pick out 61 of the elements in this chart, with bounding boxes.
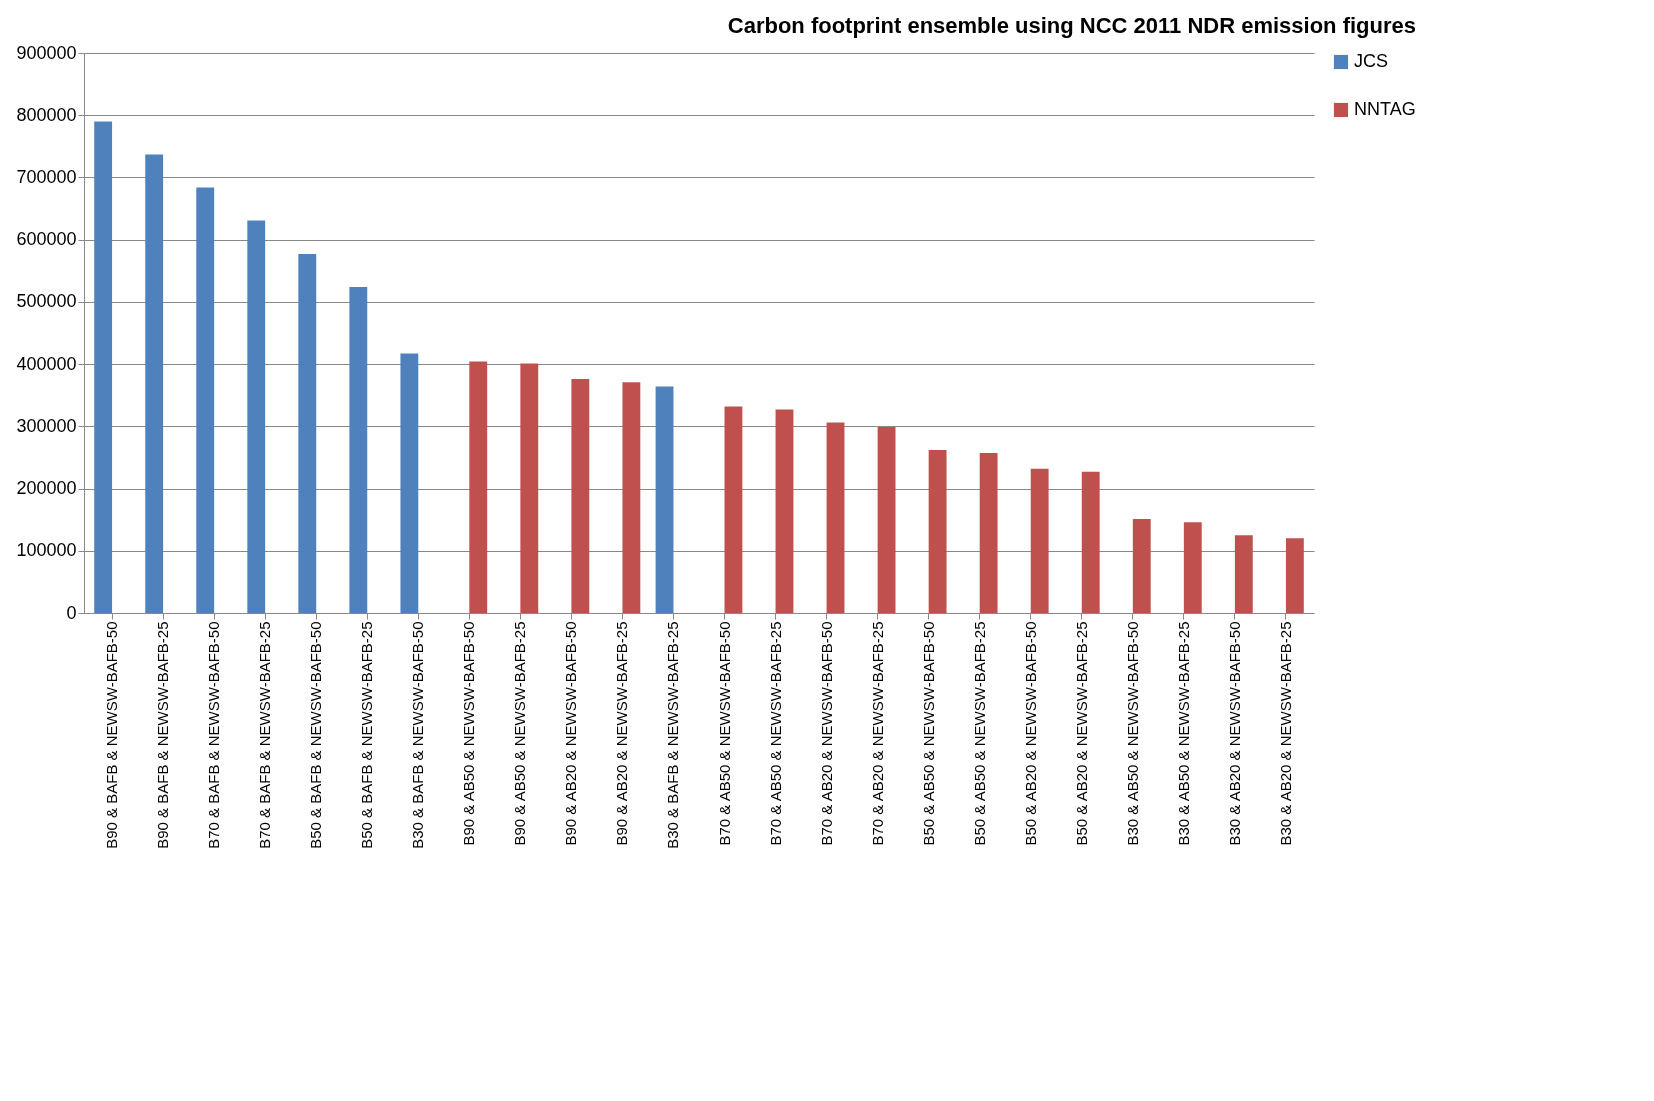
x-tick-label: B90 & AB20 & NEWSW-BAFB-50 bbox=[562, 621, 580, 846]
bar bbox=[1030, 468, 1049, 613]
bar bbox=[520, 363, 539, 613]
y-tick-label: 500000 bbox=[16, 291, 77, 312]
bar bbox=[298, 253, 317, 613]
x-tick-label: B50 & AB20 & NEWSW-BAFB-25 bbox=[1072, 621, 1090, 846]
bar bbox=[469, 361, 488, 613]
y-tick-label: 900000 bbox=[16, 42, 77, 63]
y-tick-label: 0 bbox=[66, 602, 77, 623]
x-tick-label: B90 & AB20 & NEWSW-BAFB-25 bbox=[613, 621, 631, 846]
bar bbox=[1132, 519, 1151, 613]
bar bbox=[724, 406, 743, 613]
bar bbox=[826, 422, 845, 613]
x-tick-label: B50 & BAFB & NEWSW-BAFB-50 bbox=[307, 621, 325, 849]
x-tick-label: B30 & BAFB & NEWSW-BAFB-25 bbox=[664, 621, 682, 849]
x-tick-label: B70 & BAFB & NEWSW-BAFB-25 bbox=[256, 621, 274, 849]
y-tick-label: 800000 bbox=[16, 104, 77, 125]
x-tick-label: B50 & AB20 & NEWSW-BAFB-50 bbox=[1021, 621, 1039, 846]
chart-title: Carbon footprint ensemble using NCC 2011 NDR emission figures bbox=[727, 13, 1416, 38]
bar bbox=[145, 154, 164, 613]
x-tick-label: B30 & AB20 & NEWSW-BAFB-50 bbox=[1225, 621, 1243, 846]
x-tick-label: B70 & AB20 & NEWSW-BAFB-25 bbox=[868, 621, 886, 846]
bar bbox=[655, 386, 674, 613]
x-tick-label: B50 & BAFB & NEWSW-BAFB-25 bbox=[358, 621, 376, 849]
bar bbox=[1183, 522, 1202, 613]
y-tick-label: 300000 bbox=[16, 415, 77, 436]
y-tick-label: 200000 bbox=[16, 478, 77, 499]
bar bbox=[928, 449, 947, 613]
x-tick-label: B70 & AB20 & NEWSW-BAFB-50 bbox=[817, 621, 835, 846]
bar bbox=[196, 187, 215, 613]
x-tick-label: B70 & BAFB & NEWSW-BAFB-50 bbox=[205, 621, 223, 849]
x-tick-label: B70 & AB50 & NEWSW-BAFB-25 bbox=[766, 621, 784, 846]
x-tick-label: B50 & AB50 & NEWSW-BAFB-50 bbox=[919, 621, 937, 846]
bar bbox=[94, 121, 113, 613]
y-tick-label: 100000 bbox=[16, 540, 77, 561]
bar bbox=[877, 426, 896, 613]
x-tick-label: B70 & AB50 & NEWSW-BAFB-50 bbox=[715, 621, 733, 846]
x-tick-label: B30 & AB20 & NEWSW-BAFB-25 bbox=[1276, 621, 1294, 846]
x-tick-label: B30 & AB50 & NEWSW-BAFB-50 bbox=[1123, 621, 1141, 846]
x-tick-label: B90 & AB50 & NEWSW-BAFB-25 bbox=[511, 621, 529, 846]
bar bbox=[622, 382, 641, 613]
x-tick-label: B90 & BAFB & NEWSW-BAFB-50 bbox=[103, 621, 121, 849]
bar bbox=[775, 409, 794, 613]
x-tick-label: B30 & BAFB & NEWSW-BAFB-50 bbox=[409, 621, 427, 849]
bar bbox=[1234, 535, 1253, 613]
y-tick-label: 600000 bbox=[16, 229, 77, 250]
y-tick-label: 400000 bbox=[16, 353, 77, 374]
bar bbox=[1081, 471, 1100, 613]
bar bbox=[400, 353, 419, 613]
x-tick-label: B50 & AB50 & NEWSW-BAFB-25 bbox=[970, 621, 988, 846]
bar bbox=[349, 286, 368, 613]
y-tick-label: 700000 bbox=[16, 166, 77, 187]
bar bbox=[571, 379, 590, 613]
legend-label: JCS bbox=[1354, 51, 1389, 71]
x-tick-label: B90 & BAFB & NEWSW-BAFB-25 bbox=[154, 621, 172, 849]
x-tick-label: B30 & AB50 & NEWSW-BAFB-25 bbox=[1174, 621, 1192, 846]
bar bbox=[979, 453, 998, 613]
bar bbox=[1285, 538, 1304, 613]
legend-label: NNTAG bbox=[1354, 99, 1416, 119]
bar bbox=[247, 220, 266, 613]
x-tick-label: B90 & AB50 & NEWSW-BAFB-50 bbox=[460, 621, 478, 846]
